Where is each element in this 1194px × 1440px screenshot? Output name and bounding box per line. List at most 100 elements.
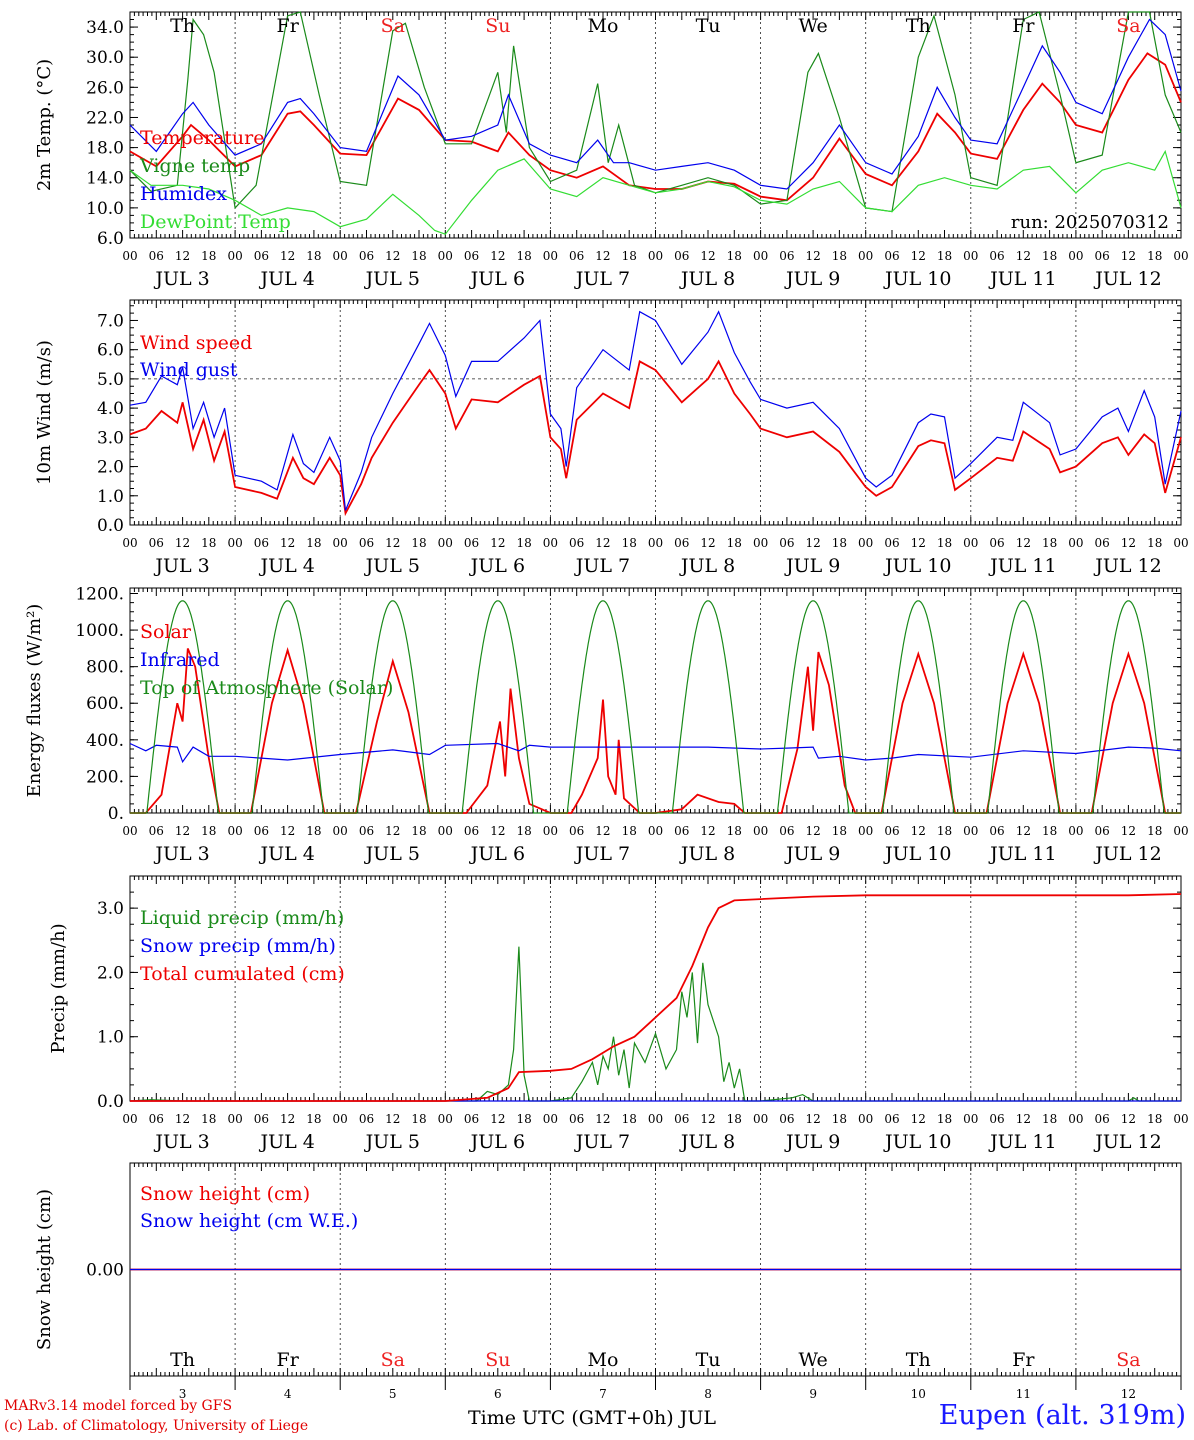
- hour-tick-label: 18: [306, 249, 321, 263]
- date-label: JUL 11: [988, 843, 1056, 865]
- hour-tick-label: 18: [622, 536, 637, 550]
- date-label: JUL 11: [988, 268, 1056, 290]
- date-label: JUL 7: [574, 843, 630, 865]
- hour-tick-label: 06: [989, 536, 1004, 550]
- hour-tick-label: 18: [1147, 824, 1162, 838]
- legend-entry: Wind speed: [140, 332, 252, 354]
- hour-tick-label: 00: [648, 824, 663, 838]
- day-number-label: 4: [284, 1387, 292, 1401]
- weekday-label: Su: [485, 15, 510, 37]
- hour-tick-label: 06: [569, 536, 584, 550]
- hour-tick-label: 00: [753, 536, 768, 550]
- date-label: JUL 4: [258, 268, 314, 290]
- hour-tick-label: 18: [411, 824, 426, 838]
- weekday-label: Tu: [696, 15, 721, 37]
- y-tick-label: 0.: [108, 804, 124, 824]
- hour-tick-label: 06: [989, 1112, 1004, 1126]
- hour-tick-label: 06: [254, 249, 269, 263]
- y-tick-label: 1200.: [75, 584, 124, 604]
- legend-entry: Vigne temp: [139, 155, 250, 177]
- date-label: JUL 6: [469, 843, 525, 865]
- date-label: JUL 8: [679, 843, 735, 865]
- hour-tick-label: 18: [306, 1112, 321, 1126]
- hour-tick-label: 18: [727, 824, 742, 838]
- hour-tick-label: 12: [806, 824, 821, 838]
- hour-tick-label: 18: [832, 536, 847, 550]
- hour-tick-label: 06: [359, 1112, 374, 1126]
- hour-tick-label: 06: [149, 1112, 164, 1126]
- hour-tick-label: 06: [884, 824, 899, 838]
- hour-tick-label: 18: [306, 824, 321, 838]
- hour-tick-label: 00: [1173, 536, 1188, 550]
- y-tick-label: 30.0: [86, 48, 124, 68]
- hour-tick-label: 18: [1042, 824, 1057, 838]
- y-tick-label: 3.0: [97, 899, 124, 919]
- weekday-label: Sa: [381, 1349, 405, 1371]
- hour-tick-label: 12: [1016, 824, 1031, 838]
- legend-entry: DewPoint Temp: [140, 211, 291, 233]
- hour-tick-label: 12: [700, 824, 715, 838]
- hour-tick-label: 00: [333, 824, 348, 838]
- weekday-label: Fr: [1012, 15, 1035, 37]
- hour-tick-label: 00: [227, 536, 242, 550]
- hour-tick-label: 12: [280, 1112, 295, 1126]
- hour-tick-label: 12: [490, 1112, 505, 1126]
- hour-tick-label: 06: [254, 824, 269, 838]
- hour-tick-label: 18: [727, 536, 742, 550]
- hour-tick-label: 18: [516, 824, 531, 838]
- hour-tick-label: 00: [1068, 536, 1083, 550]
- hour-tick-label: 12: [911, 1112, 926, 1126]
- y-tick-label: 22.0: [86, 108, 124, 128]
- panel-snow-height: 0.00 Snow height (cm) Snow height (cm) Snow…: [34, 1162, 1182, 1377]
- hour-tick-label: 12: [385, 1112, 400, 1126]
- hour-tick-label: 00: [963, 249, 978, 263]
- panel-energy-fluxes: 0. 200. 400. 600. 800. 1000. 1200. Energy fluxe…: [24, 584, 1189, 865]
- hour-tick-label: 06: [359, 249, 374, 263]
- hour-tick-label: 12: [175, 536, 190, 550]
- hour-tick-label: 00: [1173, 249, 1188, 263]
- day-number-label: 9: [809, 1387, 817, 1401]
- hour-tick-label: 06: [464, 824, 479, 838]
- hour-tick-label: 00: [543, 1112, 558, 1126]
- y-tick-label: 2.0: [97, 963, 124, 983]
- date-label: JUL 8: [679, 268, 735, 290]
- weekday-label: Fr: [277, 1349, 300, 1371]
- y-tick-label: 0.0: [97, 1092, 124, 1112]
- y-tick-label: 800.: [86, 658, 124, 678]
- weekday-label: Th: [170, 1349, 195, 1371]
- hour-tick-label: 12: [1121, 1112, 1136, 1126]
- x-tick-marks: [129, 1163, 1182, 1376]
- hour-tick-label: 12: [806, 249, 821, 263]
- hour-tick-label: 00: [543, 824, 558, 838]
- weekday-label: Mo: [587, 1349, 618, 1371]
- day-separator-lines: [234, 12, 1077, 238]
- hour-tick-label: 12: [1016, 536, 1031, 550]
- hour-tick-label: 12: [911, 249, 926, 263]
- weekday-label: Sa: [1116, 1349, 1140, 1371]
- hour-tick-label: 18: [306, 536, 321, 550]
- y-tick-label: 7.0: [97, 311, 124, 331]
- hour-tick-label: 00: [963, 536, 978, 550]
- hour-tick-label: 00: [333, 249, 348, 263]
- hour-tick-label: 00: [858, 1112, 873, 1126]
- y-tick-label: 0.0: [97, 516, 124, 536]
- hour-tick-label: 06: [674, 536, 689, 550]
- date-label: JUL 6: [469, 1131, 525, 1153]
- hour-tick-label: 00: [1068, 249, 1083, 263]
- hour-tick-label: 00: [227, 824, 242, 838]
- weekday-label: We: [799, 15, 828, 37]
- hour-tick-label: 12: [1121, 536, 1136, 550]
- hour-tick-label: 18: [727, 1112, 742, 1126]
- hour-tick-label: 06: [569, 824, 584, 838]
- series-line-wind-gust: [129, 310, 1182, 511]
- y-tick-label: 18.0: [86, 139, 124, 159]
- hour-tick-label: 12: [280, 536, 295, 550]
- date-label: JUL 11: [988, 1131, 1056, 1153]
- hour-tick-label: 12: [175, 249, 190, 263]
- location-title: Eupen (alt. 319m): [938, 1400, 1186, 1431]
- hour-tick-label: 18: [201, 1112, 216, 1126]
- hour-tick-label: 18: [516, 249, 531, 263]
- series-line-humidex: [129, 18, 1182, 190]
- series-line-vigne-temp: [129, 11, 1182, 213]
- hour-tick-label: 18: [516, 1112, 531, 1126]
